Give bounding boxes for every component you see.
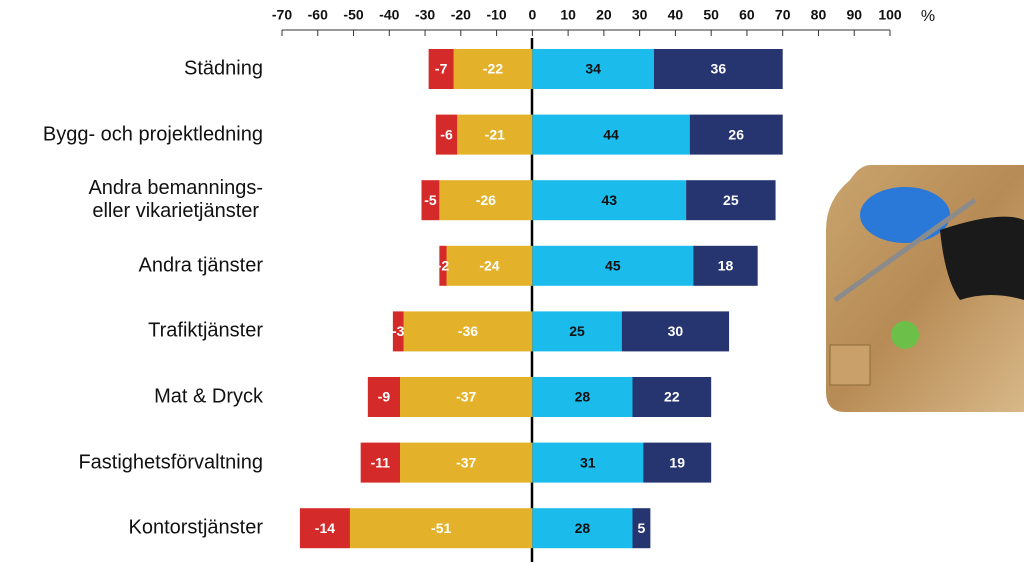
- bar-segment: [446, 245, 533, 286]
- bar-segment: [439, 245, 447, 286]
- bar-segment: [693, 245, 758, 286]
- bar-segment: [349, 508, 533, 549]
- x-tick-label: 90: [846, 7, 862, 23]
- data-label: -37: [456, 454, 476, 470]
- data-label: -14: [315, 520, 335, 536]
- photo: [826, 165, 1024, 412]
- bar-segment: [532, 442, 644, 483]
- bar-segment: [653, 49, 783, 89]
- category-label: Bygg- och projektledning: [42, 123, 263, 146]
- data-label: 28: [575, 389, 591, 405]
- x-tick-label: -30: [415, 7, 435, 23]
- data-label: -21: [485, 126, 505, 142]
- x-tick-label: 0: [528, 7, 536, 23]
- data-label: 25: [569, 323, 585, 339]
- data-label: -26: [476, 192, 496, 208]
- bar-segment: [439, 180, 533, 221]
- data-label: 19: [669, 454, 685, 470]
- data-label: -24: [479, 258, 499, 274]
- x-tick-label: 100: [878, 7, 902, 23]
- data-label: -6: [440, 126, 453, 142]
- bar-segment: [532, 245, 694, 286]
- x-tick-label: -20: [451, 7, 471, 23]
- category-label: Städning: [184, 57, 263, 80]
- data-label: 18: [718, 258, 734, 274]
- bar-segment: [360, 442, 401, 483]
- bar-segment: [428, 49, 454, 89]
- x-tick-label: -10: [486, 7, 506, 23]
- data-label: -9: [378, 389, 391, 405]
- bar-segment: [421, 180, 440, 221]
- data-label: 44: [603, 126, 619, 142]
- data-label: 45: [605, 258, 621, 274]
- data-label: -3: [392, 323, 405, 339]
- data-label: -11: [371, 454, 391, 470]
- data-label: 36: [711, 61, 727, 77]
- category-label: Mat & Dryck: [154, 385, 263, 408]
- bar-segment: [686, 180, 776, 221]
- data-label: 28: [575, 520, 591, 536]
- x-tick-label: 70: [775, 7, 791, 23]
- bar-segment: [632, 508, 651, 549]
- category-label: Trafiktjänster: [148, 319, 263, 342]
- category-label: Andra tjänster: [138, 254, 263, 277]
- data-label: 34: [585, 61, 601, 77]
- bar-segment: [532, 377, 633, 417]
- bar-segment: [532, 508, 633, 549]
- bar-segment: [435, 114, 458, 155]
- bar-segment: [453, 49, 533, 89]
- bar-segment: [400, 442, 533, 483]
- data-label: 31: [580, 454, 596, 470]
- x-tick-label: 50: [703, 7, 719, 23]
- data-label: 30: [668, 323, 684, 339]
- data-label: -2: [437, 258, 450, 274]
- bar-segment: [299, 508, 350, 549]
- category-label: Kontorstjänster: [128, 516, 263, 539]
- x-tick-label: -70: [272, 7, 292, 23]
- x-tick-label: -40: [379, 7, 399, 23]
- bar-segment: [532, 180, 687, 221]
- data-label: -22: [483, 61, 503, 77]
- bar-segment: [643, 442, 712, 483]
- x-tick-label: 30: [632, 7, 648, 23]
- bar-segment: [392, 311, 404, 352]
- data-label: -36: [458, 323, 478, 339]
- x-tick-label: 60: [739, 7, 755, 23]
- data-label: -5: [424, 192, 437, 208]
- unit-label: %: [921, 8, 935, 25]
- data-label: -7: [435, 61, 448, 77]
- x-tick-label: -60: [308, 7, 328, 23]
- x-tick-label: 20: [596, 7, 612, 23]
- bar-segment: [532, 114, 690, 155]
- data-label: 5: [638, 520, 646, 536]
- bar-segment: [621, 311, 730, 352]
- data-label: 43: [601, 192, 617, 208]
- x-tick-label: 10: [560, 7, 576, 23]
- data-label: -37: [456, 389, 476, 405]
- bar-segment: [403, 311, 533, 352]
- data-label: -51: [431, 520, 451, 536]
- bar-segment: [532, 49, 654, 89]
- bar-segment: [632, 377, 712, 417]
- data-label: 25: [723, 192, 739, 208]
- bar-segment: [689, 114, 783, 155]
- category-label: Andra bemannings- eller vikarietjänster: [88, 177, 263, 223]
- category-label: Fastighetsförvaltning: [78, 451, 263, 474]
- bar-segment: [532, 311, 622, 352]
- data-label: 26: [728, 126, 744, 142]
- bar-segment: [367, 377, 401, 417]
- data-label: 22: [664, 389, 680, 405]
- x-tick-label: 80: [811, 7, 827, 23]
- x-tick-label: 40: [668, 7, 684, 23]
- x-tick-label: -50: [343, 7, 363, 23]
- bar-segment: [457, 114, 533, 155]
- bar-segment: [400, 377, 533, 417]
